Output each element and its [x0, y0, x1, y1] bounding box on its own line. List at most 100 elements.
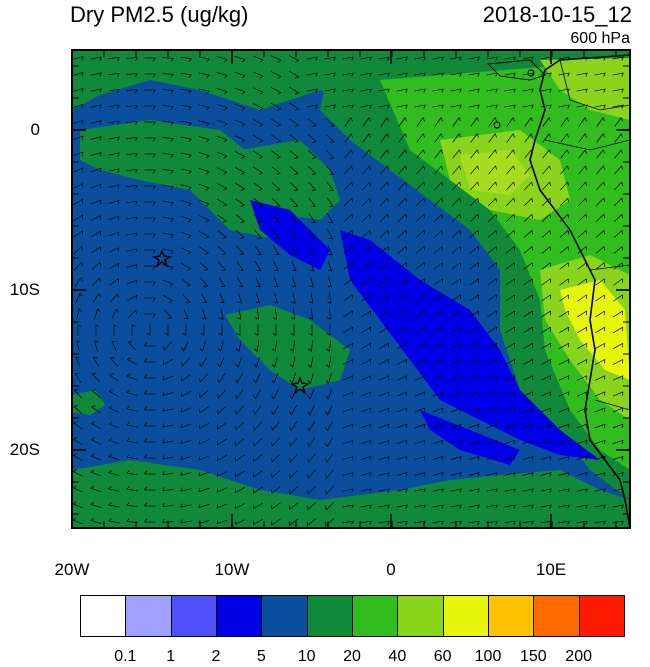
wind-barb — [414, 423, 426, 429]
wind-barb-flag — [423, 456, 426, 461]
wind-barb — [253, 454, 263, 462]
wind-barb — [487, 197, 497, 207]
wind-barb — [183, 308, 189, 320]
wind-barb-flag — [369, 488, 372, 493]
wind-barb-flag — [423, 149, 425, 154]
wind-barb-flag — [405, 88, 408, 93]
wind-barb — [414, 504, 426, 508]
wind-barb — [126, 137, 138, 139]
wind-barb-flag — [310, 253, 315, 256]
wind-barb — [378, 407, 390, 413]
wind-barb-flag — [312, 125, 317, 127]
wind-barb — [342, 407, 354, 413]
wind-barb-flag — [326, 364, 330, 368]
wind-barb-flag — [289, 395, 293, 400]
wind-barb — [380, 117, 388, 127]
wind-barb — [162, 200, 174, 204]
colorbar-label: 2 — [211, 648, 221, 665]
wind-barb — [181, 262, 191, 270]
wind-barb — [108, 488, 120, 492]
wind-barb — [90, 504, 102, 508]
wind-barb — [108, 472, 120, 476]
wind-barb-flag — [90, 485, 95, 489]
wind-barb — [162, 248, 174, 252]
wind-barb-flag — [255, 301, 260, 304]
wind-barb — [234, 87, 246, 93]
wind-barb — [73, 454, 83, 462]
wind-barb — [558, 359, 570, 365]
wind-barb — [180, 56, 192, 60]
wind-barb — [252, 87, 264, 93]
wind-barb — [253, 502, 263, 510]
wind-barb-flag — [351, 181, 353, 186]
wind-barb-flag — [530, 117, 533, 122]
wind-barb — [594, 520, 606, 524]
wind-barb — [308, 453, 316, 463]
wind-barb-flag — [441, 488, 444, 493]
colorbar-swatch — [578, 595, 625, 637]
wind-barb — [180, 104, 192, 108]
wind-barb-flag — [291, 301, 296, 304]
wind-barb-flag — [234, 520, 237, 525]
wind-barb-flag — [549, 375, 552, 380]
wind-barb-flag — [477, 165, 479, 170]
wind-barb-flag — [585, 472, 588, 477]
wind-barb — [234, 119, 246, 125]
wind-barb-flag — [423, 488, 426, 493]
wind-barb — [325, 118, 335, 126]
wind-barb — [198, 120, 210, 124]
wind-barb-flag — [387, 472, 390, 477]
wind-barb-flag — [423, 440, 426, 445]
wind-barb — [108, 184, 120, 188]
wind-barb — [541, 278, 551, 286]
wind-barb — [595, 310, 605, 318]
wind-barb-flag — [253, 379, 257, 384]
wind-barb — [396, 504, 408, 508]
wind-barb — [541, 230, 551, 238]
y-tick-10s: 10S — [9, 280, 40, 299]
wind-barb — [506, 133, 514, 143]
wind-barb — [396, 439, 408, 445]
wind-barb — [362, 117, 370, 127]
wind-barb — [594, 104, 606, 108]
wind-barb-flag — [236, 348, 240, 352]
wind-barb-flag — [126, 454, 130, 458]
wind-barbs — [72, 55, 624, 527]
wind-barb-flag — [387, 407, 390, 412]
wind-barb — [126, 216, 138, 220]
wind-barb-flag — [585, 72, 588, 77]
wind-barb-flag — [152, 249, 156, 254]
wind-barb — [614, 149, 622, 159]
wind-barb-flag — [549, 149, 551, 154]
wind-barb-flag — [513, 407, 516, 412]
wind-barb — [289, 166, 299, 174]
wind-barb-flag — [369, 181, 371, 186]
wind-barb — [559, 310, 569, 318]
wind-barb-flag — [199, 362, 202, 367]
wind-barb — [577, 278, 587, 286]
wind-barb-flag — [198, 519, 201, 524]
wind-barb — [90, 215, 102, 221]
wind-barb-flag — [258, 156, 263, 159]
wind-barb — [594, 407, 606, 413]
wind-barb — [216, 56, 228, 60]
wind-barb — [612, 104, 624, 108]
wind-barb-flag — [440, 117, 443, 122]
wind-barb-flag — [531, 88, 534, 93]
wind-barb — [523, 197, 533, 207]
wind-barb-flag — [405, 440, 408, 445]
wind-barb-flag — [567, 424, 570, 429]
wind-barb — [126, 121, 138, 123]
wind-barb — [559, 213, 569, 223]
wind-barb — [559, 326, 569, 334]
wind-barb-flag — [567, 375, 570, 380]
wind-barb — [218, 277, 226, 287]
wind-barb-flag — [423, 165, 425, 170]
wind-barb-flag — [459, 424, 462, 429]
colorbar-label: 150 — [519, 648, 547, 665]
wind-barb-flag — [307, 395, 311, 400]
wind-barb — [398, 149, 406, 159]
wind-barb-flag — [289, 442, 291, 447]
wind-barb-flag — [603, 149, 605, 154]
wind-barb-flag — [369, 407, 372, 412]
